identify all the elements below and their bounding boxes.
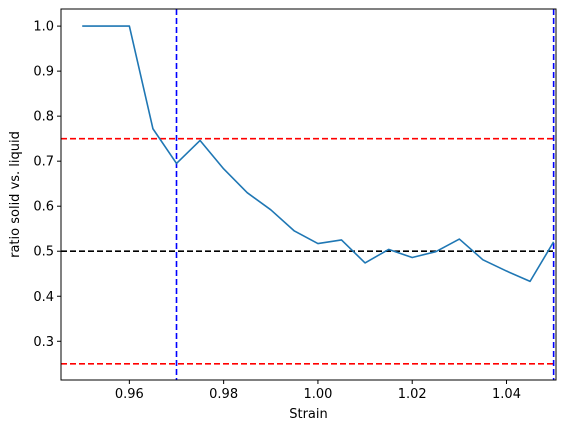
series-lines: [82, 25, 555, 283]
x-tick-label: 0.98: [209, 387, 238, 402]
x-tick-label: 1.00: [303, 387, 332, 402]
y-tick-label: 0.6: [33, 200, 54, 215]
x-axis-ticks: 0.96 0.98 1.00 1.02 1.04: [115, 380, 521, 402]
reference-lines: [61, 9, 556, 380]
y-tick-label: 0.7: [33, 155, 54, 170]
x-tick-label: 1.04: [492, 387, 521, 402]
series-line-0: [82, 25, 555, 283]
y-tick-label: 1.0: [33, 20, 54, 35]
y-tick-label: 0.9: [33, 65, 54, 80]
x-axis-label: Strain: [289, 407, 328, 422]
y-tick-label: 0.3: [33, 335, 54, 350]
y-axis-label: ratio solid vs. liquid: [8, 131, 23, 258]
x-tick-label: 1.02: [398, 387, 427, 402]
y-axis-ticks: 0.3 0.4 0.5 0.6 0.7 0.8 0.9 1.0: [33, 20, 61, 350]
plot-frame: [60, 8, 557, 381]
y-tick-label: 0.5: [33, 245, 54, 260]
y-tick-label: 0.4: [33, 290, 54, 305]
x-tick-label: 0.96: [115, 387, 144, 402]
y-tick-label: 0.8: [33, 110, 54, 125]
